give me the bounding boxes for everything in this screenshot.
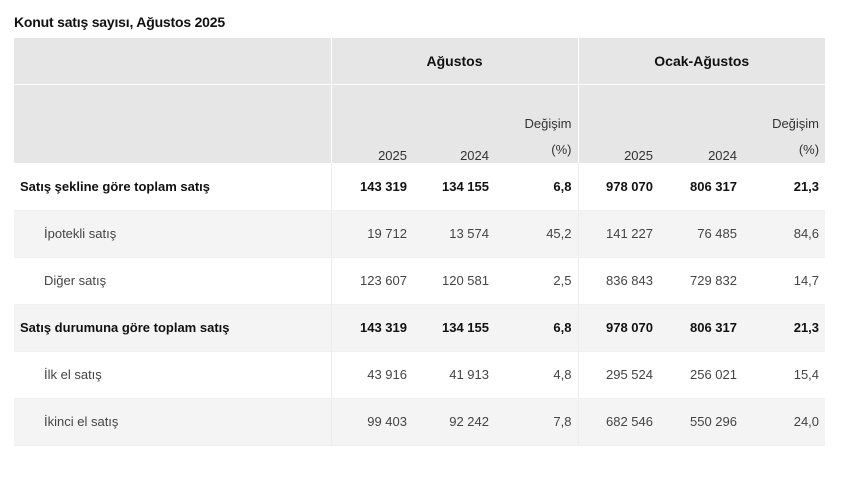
table-cell: 7,8	[495, 398, 578, 446]
table-cell: 21,3	[743, 163, 826, 211]
table-cell: 84,6	[743, 210, 826, 258]
column-header: 2025	[330, 83, 413, 163]
row-label: Diğer satış	[14, 257, 331, 305]
column-header: Değişim (%)	[495, 83, 578, 163]
table-row: İlk el satış 43 916 41 913 4,8 295 524 2…	[14, 351, 826, 399]
table-cell: 134 155	[413, 163, 495, 211]
table-cell: 806 317	[659, 163, 743, 211]
table-cell: 682 546	[577, 398, 659, 446]
header-label-cell	[14, 38, 331, 84]
header-label-cell-2	[14, 83, 331, 163]
group-header-row: Ağustos Ocak-Ağustos	[14, 38, 826, 84]
table-cell: 120 581	[413, 257, 495, 305]
table-cell: 134 155	[413, 304, 495, 352]
row-label: İlk el satış	[14, 351, 331, 399]
table-row: Diğer satış 123 607 120 581 2,5 836 843 …	[14, 257, 826, 305]
table-cell: 729 832	[659, 257, 743, 305]
table-cell: 45,2	[495, 210, 578, 258]
year-header-row: 2025 2024 Değişim (%) 2025 2024 Değişim …	[14, 83, 826, 163]
table-cell: 141 227	[577, 210, 659, 258]
row-label: İkinci el satış	[14, 398, 331, 446]
table-cell: 41 913	[413, 351, 495, 399]
table-cell: 2,5	[495, 257, 578, 305]
table-cell: 92 242	[413, 398, 495, 446]
column-header: Değişim (%)	[743, 83, 826, 163]
table-cell: 806 317	[659, 304, 743, 352]
housing-sales-table: Ağustos Ocak-Ağustos 2025 2024 Değişim (…	[14, 38, 826, 446]
row-label: Satış durumuna göre toplam satış	[14, 304, 331, 352]
table-cell: 43 916	[330, 351, 413, 399]
table-cell: 14,7	[743, 257, 826, 305]
table-cell: 295 524	[577, 351, 659, 399]
group-header-august: Ağustos	[330, 38, 578, 84]
column-header: 2025	[577, 83, 659, 163]
table-cell: 256 021	[659, 351, 743, 399]
table-row: Satış şekline göre toplam satış 143 319 …	[14, 163, 826, 211]
table-cell: 6,8	[495, 304, 578, 352]
table-cell: 76 485	[659, 210, 743, 258]
table-cell: 143 319	[330, 304, 413, 352]
table-cell: 24,0	[743, 398, 826, 446]
table-cell: 19 712	[330, 210, 413, 258]
group-header-jan-aug: Ocak-Ağustos	[577, 38, 826, 84]
table-cell: 143 319	[330, 163, 413, 211]
table-cell: 99 403	[330, 398, 413, 446]
table-row: Satış durumuna göre toplam satış 143 319…	[14, 304, 826, 352]
table-cell: 6,8	[495, 163, 578, 211]
table-cell: 978 070	[577, 304, 659, 352]
table-cell: 13 574	[413, 210, 495, 258]
table-row: İkinci el satış 99 403 92 242 7,8 682 54…	[14, 398, 826, 446]
table-cell: 15,4	[743, 351, 826, 399]
table-cell: 550 296	[659, 398, 743, 446]
column-header: 2024	[659, 83, 743, 163]
row-label: İpotekli satış	[14, 210, 331, 258]
column-header: 2024	[413, 83, 495, 163]
table-cell: 4,8	[495, 351, 578, 399]
table-title: Konut satış sayısı, Ağustos 2025	[14, 14, 225, 30]
table-cell: 123 607	[330, 257, 413, 305]
row-label: Satış şekline göre toplam satış	[14, 163, 331, 211]
table-cell: 21,3	[743, 304, 826, 352]
table-cell: 836 843	[577, 257, 659, 305]
table-row: İpotekli satış 19 712 13 574 45,2 141 22…	[14, 210, 826, 258]
table-cell: 978 070	[577, 163, 659, 211]
